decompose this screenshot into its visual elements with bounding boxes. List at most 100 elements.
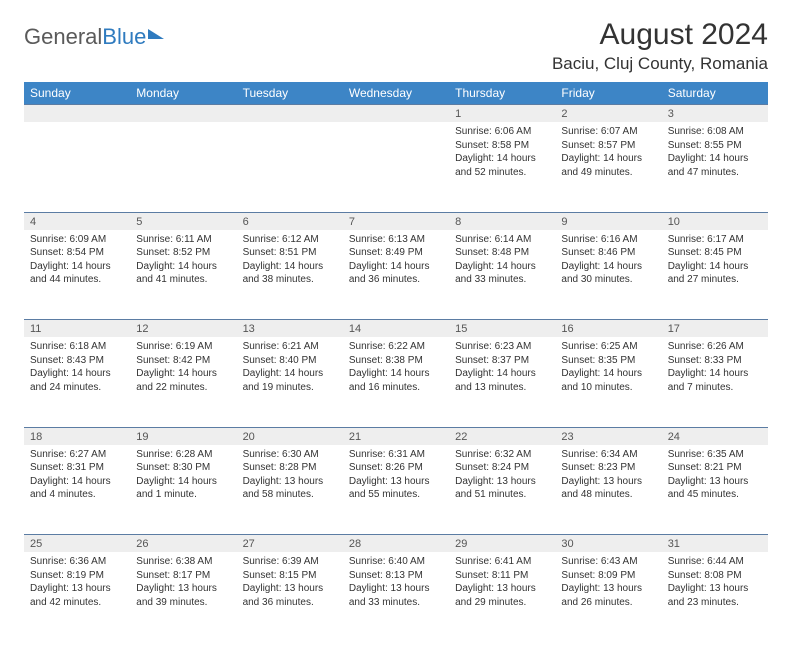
calendar-body: 123Sunrise: 6:06 AMSunset: 8:58 PMDaylig… — [24, 105, 768, 643]
day-cell: Sunrise: 6:17 AMSunset: 8:45 PMDaylight:… — [662, 230, 768, 320]
day-number-cell: 18 — [24, 427, 130, 445]
day-cell: Sunrise: 6:44 AMSunset: 8:08 PMDaylight:… — [662, 552, 768, 642]
day-number-cell — [130, 105, 236, 123]
day-cell — [343, 122, 449, 212]
day-cell: Sunrise: 6:36 AMSunset: 8:19 PMDaylight:… — [24, 552, 130, 642]
weekday-header: Sunday — [24, 82, 130, 105]
day-cell: Sunrise: 6:18 AMSunset: 8:43 PMDaylight:… — [24, 337, 130, 427]
month-title: August 2024 — [552, 18, 768, 52]
day-number-cell: 5 — [130, 212, 236, 230]
day-number-cell: 20 — [237, 427, 343, 445]
day-number-row: 45678910 — [24, 212, 768, 230]
day-number-row: 18192021222324 — [24, 427, 768, 445]
day-cell-text: Sunrise: 6:38 AMSunset: 8:17 PMDaylight:… — [130, 552, 236, 615]
weekday-header: Saturday — [662, 82, 768, 105]
day-number-cell: 15 — [449, 320, 555, 338]
day-cell-text: Sunrise: 6:25 AMSunset: 8:35 PMDaylight:… — [555, 337, 661, 400]
day-cell-text: Sunrise: 6:22 AMSunset: 8:38 PMDaylight:… — [343, 337, 449, 400]
day-cell-text: Sunrise: 6:18 AMSunset: 8:43 PMDaylight:… — [24, 337, 130, 400]
day-number-cell: 22 — [449, 427, 555, 445]
day-cell-text: Sunrise: 6:27 AMSunset: 8:31 PMDaylight:… — [24, 445, 130, 508]
day-number-cell — [24, 105, 130, 123]
day-body-row: Sunrise: 6:06 AMSunset: 8:58 PMDaylight:… — [24, 122, 768, 212]
day-cell-text: Sunrise: 6:12 AMSunset: 8:51 PMDaylight:… — [237, 230, 343, 293]
day-number-cell: 17 — [662, 320, 768, 338]
day-number-cell: 31 — [662, 535, 768, 553]
day-cell — [24, 122, 130, 212]
day-number-row: 25262728293031 — [24, 535, 768, 553]
logo-text-gray: General — [24, 24, 102, 50]
day-number-cell: 13 — [237, 320, 343, 338]
day-cell: Sunrise: 6:40 AMSunset: 8:13 PMDaylight:… — [343, 552, 449, 642]
day-cell-text: Sunrise: 6:14 AMSunset: 8:48 PMDaylight:… — [449, 230, 555, 293]
day-cell: Sunrise: 6:19 AMSunset: 8:42 PMDaylight:… — [130, 337, 236, 427]
day-cell-text: Sunrise: 6:31 AMSunset: 8:26 PMDaylight:… — [343, 445, 449, 508]
day-cell: Sunrise: 6:34 AMSunset: 8:23 PMDaylight:… — [555, 445, 661, 535]
logo: GeneralBlue — [24, 24, 164, 50]
day-cell: Sunrise: 6:21 AMSunset: 8:40 PMDaylight:… — [237, 337, 343, 427]
day-number-cell: 10 — [662, 212, 768, 230]
day-cell-text: Sunrise: 6:44 AMSunset: 8:08 PMDaylight:… — [662, 552, 768, 615]
day-cell-text: Sunrise: 6:40 AMSunset: 8:13 PMDaylight:… — [343, 552, 449, 615]
day-cell: Sunrise: 6:25 AMSunset: 8:35 PMDaylight:… — [555, 337, 661, 427]
day-cell: Sunrise: 6:32 AMSunset: 8:24 PMDaylight:… — [449, 445, 555, 535]
day-cell-text: Sunrise: 6:17 AMSunset: 8:45 PMDaylight:… — [662, 230, 768, 293]
weekday-header: Thursday — [449, 82, 555, 105]
day-number-cell: 2 — [555, 105, 661, 123]
day-cell-text: Sunrise: 6:43 AMSunset: 8:09 PMDaylight:… — [555, 552, 661, 615]
day-cell-text: Sunrise: 6:07 AMSunset: 8:57 PMDaylight:… — [555, 122, 661, 185]
day-cell: Sunrise: 6:28 AMSunset: 8:30 PMDaylight:… — [130, 445, 236, 535]
day-number-cell: 26 — [130, 535, 236, 553]
day-number-cell: 29 — [449, 535, 555, 553]
weekday-header-row: Sunday Monday Tuesday Wednesday Thursday… — [24, 82, 768, 105]
calendar-table: Sunday Monday Tuesday Wednesday Thursday… — [24, 82, 768, 642]
calendar-page: GeneralBlue August 2024 Baciu, Cluj Coun… — [0, 0, 792, 652]
day-number-cell: 16 — [555, 320, 661, 338]
day-number-row: 11121314151617 — [24, 320, 768, 338]
day-cell: Sunrise: 6:38 AMSunset: 8:17 PMDaylight:… — [130, 552, 236, 642]
day-number-cell: 8 — [449, 212, 555, 230]
day-cell: Sunrise: 6:12 AMSunset: 8:51 PMDaylight:… — [237, 230, 343, 320]
day-cell-text: Sunrise: 6:06 AMSunset: 8:58 PMDaylight:… — [449, 122, 555, 185]
day-cell: Sunrise: 6:27 AMSunset: 8:31 PMDaylight:… — [24, 445, 130, 535]
day-cell: Sunrise: 6:43 AMSunset: 8:09 PMDaylight:… — [555, 552, 661, 642]
day-cell: Sunrise: 6:08 AMSunset: 8:55 PMDaylight:… — [662, 122, 768, 212]
day-cell-text: Sunrise: 6:21 AMSunset: 8:40 PMDaylight:… — [237, 337, 343, 400]
day-cell: Sunrise: 6:13 AMSunset: 8:49 PMDaylight:… — [343, 230, 449, 320]
day-number-cell: 23 — [555, 427, 661, 445]
day-cell: Sunrise: 6:14 AMSunset: 8:48 PMDaylight:… — [449, 230, 555, 320]
day-number-cell — [237, 105, 343, 123]
day-number-cell: 4 — [24, 212, 130, 230]
day-number-cell: 3 — [662, 105, 768, 123]
logo-triangle-icon — [148, 29, 164, 39]
day-cell-text: Sunrise: 6:13 AMSunset: 8:49 PMDaylight:… — [343, 230, 449, 293]
logo-text-blue: Blue — [102, 24, 146, 50]
day-cell-text: Sunrise: 6:32 AMSunset: 8:24 PMDaylight:… — [449, 445, 555, 508]
day-cell: Sunrise: 6:07 AMSunset: 8:57 PMDaylight:… — [555, 122, 661, 212]
day-cell — [237, 122, 343, 212]
day-number-cell — [343, 105, 449, 123]
day-cell: Sunrise: 6:26 AMSunset: 8:33 PMDaylight:… — [662, 337, 768, 427]
day-number-cell: 14 — [343, 320, 449, 338]
day-cell-text: Sunrise: 6:23 AMSunset: 8:37 PMDaylight:… — [449, 337, 555, 400]
day-cell-text: Sunrise: 6:08 AMSunset: 8:55 PMDaylight:… — [662, 122, 768, 185]
day-cell-text: Sunrise: 6:41 AMSunset: 8:11 PMDaylight:… — [449, 552, 555, 615]
day-cell-text: Sunrise: 6:36 AMSunset: 8:19 PMDaylight:… — [24, 552, 130, 615]
weekday-header: Wednesday — [343, 82, 449, 105]
day-cell: Sunrise: 6:09 AMSunset: 8:54 PMDaylight:… — [24, 230, 130, 320]
day-cell-text: Sunrise: 6:26 AMSunset: 8:33 PMDaylight:… — [662, 337, 768, 400]
day-cell-text: Sunrise: 6:09 AMSunset: 8:54 PMDaylight:… — [24, 230, 130, 293]
weekday-header: Tuesday — [237, 82, 343, 105]
day-cell — [130, 122, 236, 212]
day-body-row: Sunrise: 6:27 AMSunset: 8:31 PMDaylight:… — [24, 445, 768, 535]
day-cell-text: Sunrise: 6:39 AMSunset: 8:15 PMDaylight:… — [237, 552, 343, 615]
day-cell: Sunrise: 6:30 AMSunset: 8:28 PMDaylight:… — [237, 445, 343, 535]
day-number-cell: 28 — [343, 535, 449, 553]
day-cell: Sunrise: 6:16 AMSunset: 8:46 PMDaylight:… — [555, 230, 661, 320]
day-cell-text: Sunrise: 6:19 AMSunset: 8:42 PMDaylight:… — [130, 337, 236, 400]
day-number-cell: 25 — [24, 535, 130, 553]
day-number-cell: 1 — [449, 105, 555, 123]
day-number-cell: 21 — [343, 427, 449, 445]
day-body-row: Sunrise: 6:36 AMSunset: 8:19 PMDaylight:… — [24, 552, 768, 642]
day-number-cell: 12 — [130, 320, 236, 338]
